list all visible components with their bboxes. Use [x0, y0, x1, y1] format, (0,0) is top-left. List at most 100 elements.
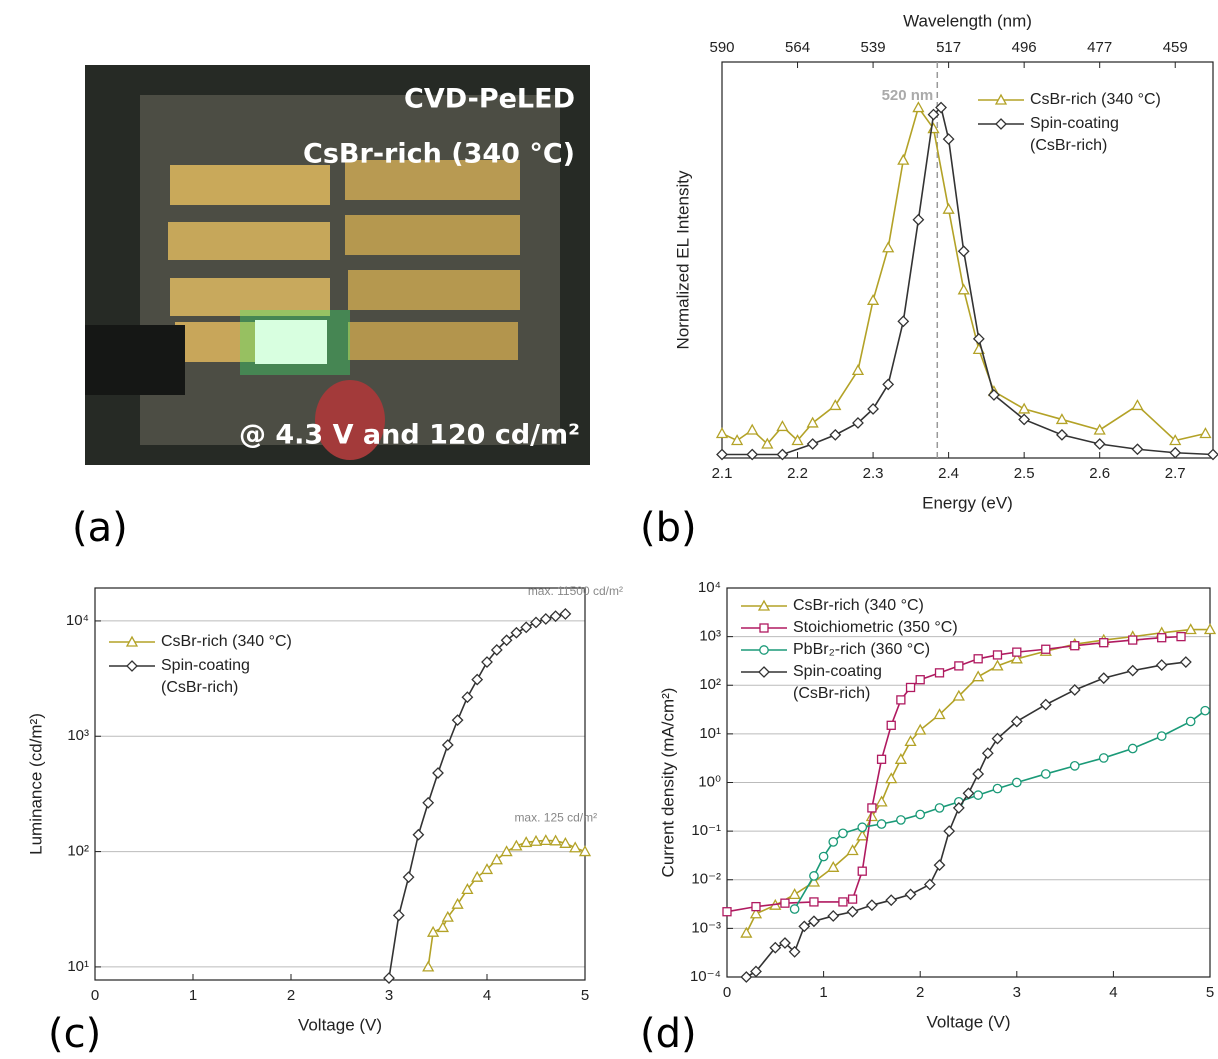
- x2-tick-label: 477: [1087, 39, 1112, 56]
- marker: [559, 608, 572, 620]
- marker: [865, 810, 879, 822]
- x-tick-label: 3: [1013, 984, 1021, 1001]
- marker: [886, 720, 896, 730]
- marker: [1010, 652, 1023, 664]
- marker: [1069, 760, 1080, 771]
- marker: [716, 448, 728, 461]
- y-tick-label: 10⁻³: [691, 919, 721, 936]
- marker: [828, 837, 839, 847]
- marker: [904, 888, 917, 901]
- marker: [740, 971, 753, 983]
- series-line: [721, 105, 1206, 446]
- x-tick-label: 2.5: [1014, 465, 1035, 482]
- marker: [1099, 638, 1109, 648]
- y-tick-label: 10³: [67, 727, 89, 744]
- marker: [808, 915, 820, 928]
- marker: [942, 202, 955, 214]
- legend-label: Spin-coating (CsBr-rich): [793, 663, 886, 702]
- legend-label: Spin-coating (CsBr-rich): [1030, 115, 1123, 154]
- marker: [722, 907, 732, 917]
- plot-frame: [94, 587, 586, 981]
- marker: [933, 708, 946, 720]
- marker: [952, 802, 965, 814]
- marker: [1055, 413, 1069, 425]
- marker: [791, 434, 804, 446]
- marker: [981, 747, 994, 760]
- series-line: [722, 106, 1214, 456]
- marker: [530, 616, 542, 629]
- marker: [923, 878, 936, 891]
- marker: [957, 283, 970, 295]
- marker: [480, 863, 494, 875]
- marker: [829, 428, 842, 441]
- x-tick-label: 2.2: [787, 465, 808, 482]
- marker: [991, 732, 1004, 745]
- electrode: [170, 165, 330, 205]
- marker: [988, 389, 1000, 401]
- electrode: [348, 270, 520, 310]
- marker: [520, 836, 533, 848]
- marker: [539, 834, 552, 846]
- marker: [789, 904, 800, 914]
- x2-tick-label: 564: [785, 39, 810, 56]
- x-tick-label: 2.1: [712, 465, 733, 482]
- marker: [422, 960, 435, 972]
- marker: [471, 673, 484, 686]
- marker: [894, 752, 907, 764]
- electrode: [168, 222, 330, 260]
- marker: [904, 735, 917, 747]
- electrode: [345, 215, 520, 255]
- marker: [1011, 777, 1022, 788]
- marker: [857, 866, 867, 876]
- marker: [1128, 635, 1138, 645]
- marker: [759, 645, 769, 655]
- marker: [715, 427, 729, 439]
- marker: [1207, 448, 1218, 461]
- marker: [847, 894, 858, 904]
- marker: [905, 682, 916, 693]
- electrode: [348, 322, 518, 360]
- marker: [1012, 647, 1022, 657]
- x-axis-label: Energy (eV): [922, 493, 1013, 512]
- marker: [1018, 413, 1031, 426]
- marker: [746, 423, 759, 435]
- x-tick-label: 2: [287, 987, 295, 1004]
- marker: [779, 937, 791, 949]
- y-tick-label: 10⁰: [698, 773, 721, 790]
- marker: [897, 315, 910, 328]
- y-tick-label: 10⁻²: [691, 871, 721, 888]
- x-tick-label: 2.4: [938, 465, 959, 482]
- x2-tick-label: 517: [936, 39, 961, 56]
- marker: [1203, 623, 1217, 635]
- photo: CVD-PeLED CsBr-rich (340 °C) @ 4.3 V and…: [85, 65, 590, 465]
- x-tick-label: 4: [483, 987, 491, 1004]
- legend-label: CsBr-rich (340 °C): [161, 633, 292, 650]
- marker: [827, 860, 840, 872]
- marker: [838, 897, 848, 907]
- marker: [912, 101, 925, 113]
- marker: [578, 845, 592, 857]
- marker: [757, 599, 771, 611]
- annotation: 520 nm: [882, 87, 934, 104]
- x-tick-label: 0: [723, 984, 731, 1001]
- x2-tick-label: 539: [861, 39, 886, 56]
- plot-frame: [721, 61, 1214, 459]
- marker: [933, 859, 946, 872]
- x-tick-label: 1: [819, 984, 827, 1001]
- marker: [896, 815, 906, 825]
- marker: [731, 434, 744, 446]
- panel-label: (b): [640, 505, 697, 551]
- series-line: [388, 613, 566, 979]
- photo-label: CVD-PeLED: [404, 84, 575, 115]
- marker: [776, 420, 789, 432]
- x-tick-label: 4: [1109, 984, 1117, 1001]
- marker: [1184, 623, 1197, 635]
- marker: [520, 621, 533, 634]
- marker: [412, 828, 425, 841]
- series-line: [726, 635, 1182, 913]
- marker: [1040, 769, 1051, 779]
- marker: [1126, 664, 1139, 677]
- marker: [852, 417, 864, 429]
- marker: [867, 803, 877, 813]
- marker: [1179, 656, 1192, 668]
